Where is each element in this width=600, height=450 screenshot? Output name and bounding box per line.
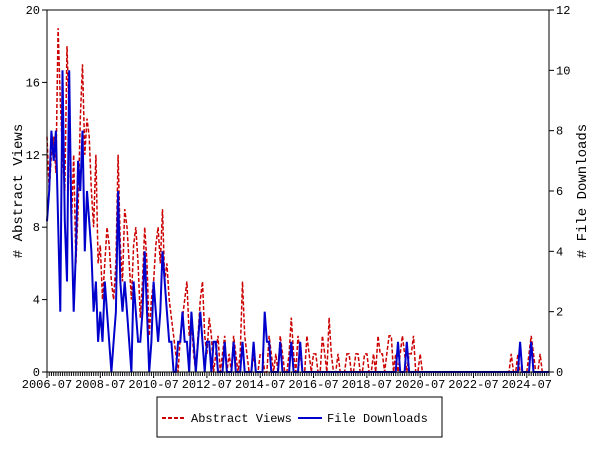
legend-box [156,396,443,438]
x-tick-label: 2022-07 [448,378,498,392]
x-tick-label: 2012-07 [182,378,232,392]
x-tick-label: 2020-07 [395,378,445,392]
y-tick-label: 16 [26,76,40,90]
y2-tick-label: 0 [556,366,563,380]
x-tick-label: 2018-07 [342,378,392,392]
y2-tick-label: 12 [556,4,570,18]
y-axis-label: # Abstract Views [11,124,27,258]
x-tick-label: 2008-07 [75,378,125,392]
y2-tick-label: 8 [556,125,563,139]
legend-label: Abstract Views [191,412,292,426]
y-tick-label: 4 [33,294,40,308]
y-tick-label: 12 [26,149,40,163]
x-tick-label: 2016-07 [288,378,338,392]
plot-frame [46,9,550,373]
y-tick-label: 0 [33,366,40,380]
y2-tick-label: 6 [556,185,563,199]
legend-label: File Downloads [327,412,428,426]
x-tick-label: 2024-07 [502,378,552,392]
y-tick-label: 20 [26,4,40,18]
series-line [46,28,549,373]
y2-tick-label: 2 [556,306,563,320]
y2-axis-label: # File Downloads [575,124,591,258]
x-tick-label: 2006-07 [22,378,72,392]
y2-tick-label: 4 [556,245,563,259]
series-line [46,70,549,373]
y2-tick-label: 10 [556,64,570,78]
y-tick-label: 8 [33,221,40,235]
x-tick-label: 2010-07 [128,378,178,392]
x-tick-label: 2014-07 [235,378,285,392]
